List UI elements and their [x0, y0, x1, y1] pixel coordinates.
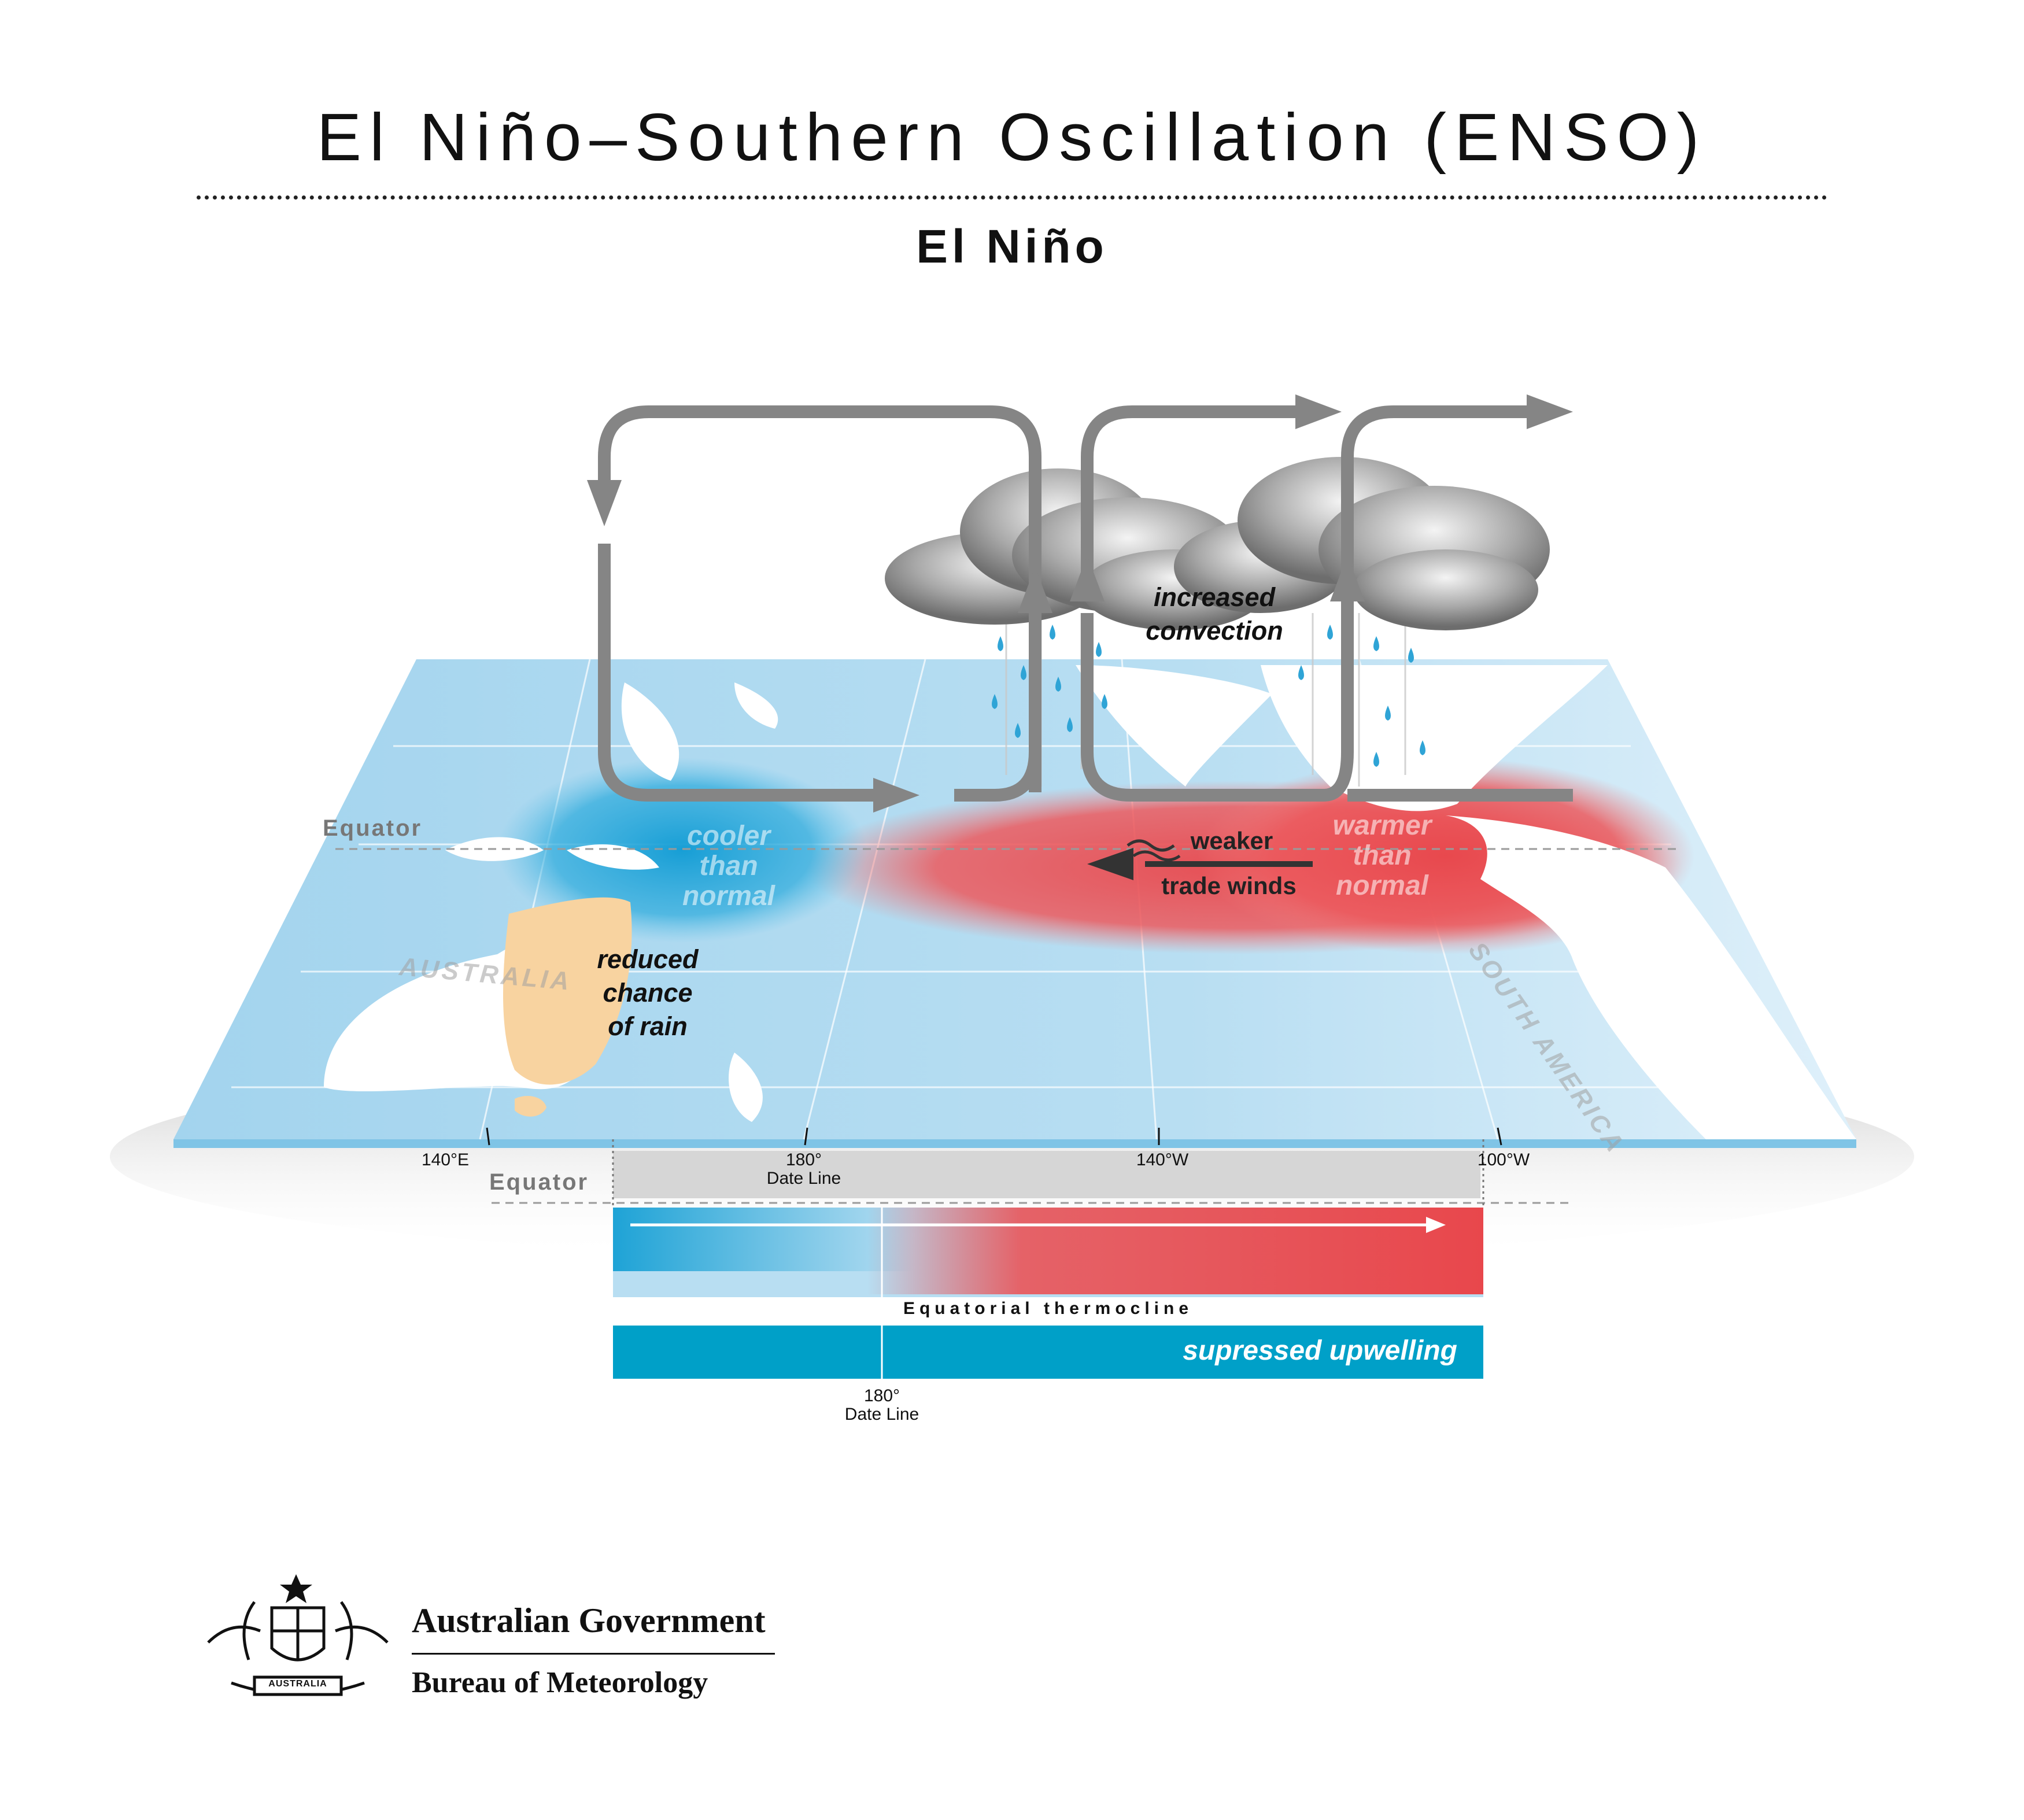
tick-140w: 140°W — [1136, 1150, 1189, 1169]
agency-name: Bureau of Meteorology — [412, 1666, 708, 1699]
tick-date-line: Date Line — [766, 1169, 841, 1188]
rain-note-line: reduced — [597, 944, 699, 974]
warm-note-line: than — [1353, 840, 1412, 871]
wind-icon — [1127, 839, 1175, 852]
tick-140e: 140°E — [421, 1150, 470, 1169]
upwelling-label: supressed upwelling — [1183, 1335, 1457, 1366]
convection-note-line: increased — [1153, 582, 1276, 612]
warm-note-line: warmer — [1332, 810, 1432, 841]
ocean-edge — [173, 1139, 1856, 1148]
rain-note-line: chance — [603, 978, 693, 1007]
tasmania — [515, 1096, 546, 1117]
circulation-arrowheads — [587, 394, 1573, 813]
title-divider — [197, 195, 1827, 200]
upwelling-band — [613, 1326, 1483, 1379]
reduced-rain-note: reduced chance of rain — [573, 943, 723, 1043]
cooler-than-normal-note: cooler than normal — [648, 821, 810, 911]
government-name: Australian Government — [412, 1601, 766, 1640]
warmer-than-normal-note: warmer than normal — [1295, 811, 1469, 901]
trade-winds-label: trade winds — [1161, 872, 1297, 899]
main-title: El Niño–Southern Oscillation (ENSO) — [316, 99, 1708, 175]
cross-section-top — [613, 1151, 1480, 1198]
rain-note-line: of rain — [608, 1011, 688, 1041]
convection-note-line: convection — [1146, 616, 1283, 645]
section-tick-180: 180° — [863, 1386, 900, 1405]
cool-note-line: normal — [682, 881, 775, 911]
walker-circulation — [598, 405, 1573, 802]
australia-dry-region — [503, 897, 632, 1085]
cool-note-line: than — [699, 851, 758, 881]
cross-section-cool — [613, 1208, 914, 1271]
cloud-east — [1174, 457, 1550, 630]
thermocline-label: Equatorial thermocline — [903, 1299, 1194, 1318]
cool-anomaly — [497, 758, 867, 943]
section-equator-label: Equator — [489, 1169, 589, 1195]
south-america — [1446, 815, 1856, 1139]
crest-scroll-text: AUSTRALIA — [268, 1679, 327, 1689]
japan — [734, 682, 778, 729]
weaker-label: weaker — [1190, 827, 1273, 854]
equator-label: Equator — [323, 815, 423, 841]
section-tick-date-line: Date Line — [844, 1405, 919, 1424]
north-america-west — [1076, 665, 1272, 787]
warm-note-line: normal — [1335, 870, 1429, 901]
commonwealth-crest-icon — [207, 1574, 389, 1696]
increased-convection-note: increased convection — [1122, 581, 1307, 648]
tick-100w: 100°W — [1477, 1150, 1530, 1169]
cool-note-line: cooler — [686, 821, 771, 851]
asia-coast — [621, 682, 679, 781]
new-zealand — [729, 1053, 763, 1122]
longitude-ticks — [486, 1127, 1502, 1146]
subtitle: El Niño — [916, 220, 1108, 273]
logo-divider — [412, 1653, 775, 1655]
new-guinea — [567, 844, 659, 870]
tick-180: 180° — [785, 1150, 822, 1169]
cross-section-warm — [867, 1208, 1483, 1294]
